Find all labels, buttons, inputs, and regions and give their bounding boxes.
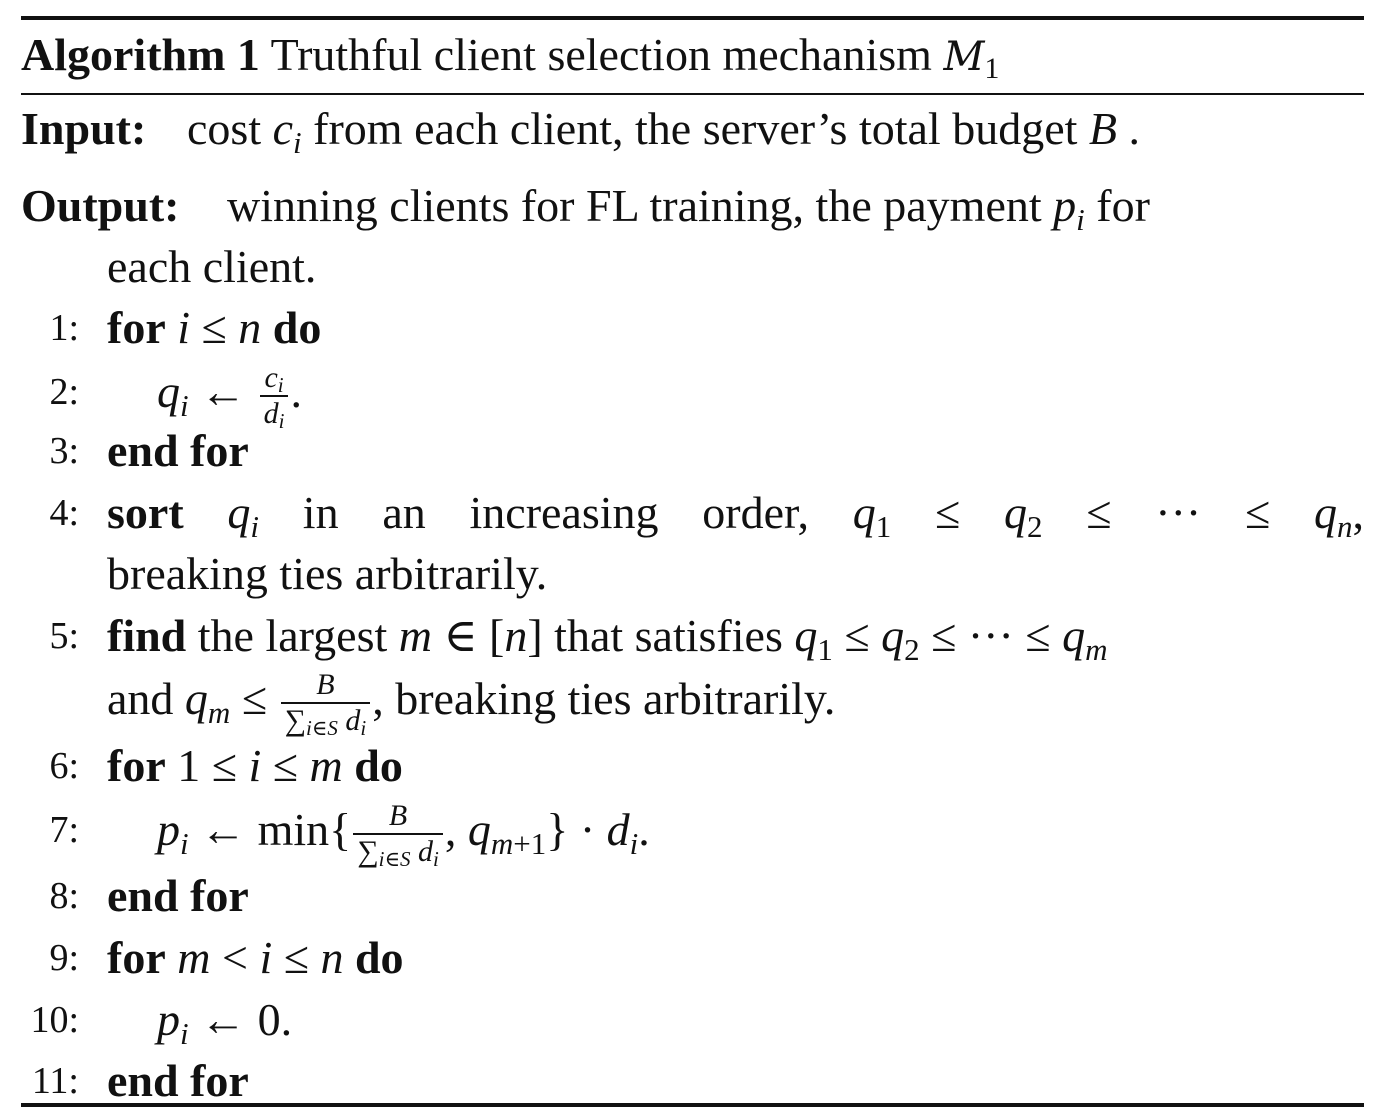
step-9: 9: for m < i ≤ n do: [21, 929, 1364, 987]
step-5-text-cont: and qm ≤ B ∑i∈S di, breaking ties arbitra…: [107, 668, 836, 741]
algorithm-caption: Algorithm 1 Truthful client selection me…: [21, 29, 1000, 85]
step-1-text: for i ≤ n do: [107, 302, 322, 353]
step-5-cont: and qm ≤ B ∑i∈S di, breaking ties arbitra…: [21, 670, 1364, 739]
step-number: 6:: [49, 745, 79, 787]
step-number: 3:: [49, 430, 79, 472]
output-label: Output:: [21, 180, 180, 231]
algorithm-block: Algorithm 1 Truthful client selection me…: [21, 16, 1364, 1108]
step-number: 7:: [49, 809, 79, 851]
step-7: 7: pi ← min{B ∑i∈S di, qm+1} · di.: [21, 801, 1364, 870]
step-3: 3: end for: [21, 422, 1364, 480]
step-4-text-cont: breaking ties arbitrarily.: [107, 548, 548, 599]
output-text-line1: winning clients for FL training, the pay…: [227, 180, 1150, 237]
step-11: 11: end for: [21, 1052, 1364, 1110]
step-11-text: end for: [107, 1055, 249, 1106]
step-4-text: sort qi in an increasing order, q1 ≤ q2 …: [107, 487, 1365, 544]
step-7-text: pi ← min{B ∑i∈S di, qm+1} · di.: [157, 799, 650, 872]
fraction: B ∑i∈S di: [280, 670, 371, 739]
step-number: 1:: [49, 307, 79, 349]
fraction: B ∑i∈S di: [353, 801, 443, 870]
caption-title: Truthful client selection mechanism: [270, 29, 932, 80]
step-2: 2: qi ← ci di.: [21, 363, 1364, 432]
step-6-text: for 1 ≤ i ≤ m do: [107, 740, 403, 791]
step-1: 1: for i ≤ n do: [21, 299, 1364, 357]
step-2-text: qi ← ci di.: [157, 361, 302, 434]
step-4: 4: sort qi in an increasing order, q1 ≤ …: [21, 484, 1364, 542]
step-5-text: find the largest m ∈ [n] that satisfies …: [107, 610, 1108, 667]
step-8: 8: end for: [21, 867, 1364, 925]
input-label: Input:: [21, 103, 147, 154]
step-8-text: end for: [107, 870, 249, 921]
top-rule: [21, 16, 1364, 20]
output-line: Output: winning clients for FL training,…: [21, 177, 1364, 235]
step-3-text: end for: [107, 425, 249, 476]
step-4-cont: breaking ties arbitrarily.: [21, 545, 1364, 603]
fraction: ci di: [259, 363, 289, 432]
step-10-text: pi ← 0.: [157, 994, 293, 1051]
step-number: 4:: [49, 492, 79, 534]
mechanism-subscript: 1: [984, 52, 1000, 85]
step-6: 6: for 1 ≤ i ≤ m do: [21, 737, 1364, 795]
bottom-rule: [21, 1103, 1364, 1107]
step-number: 5:: [49, 615, 79, 657]
step-number: 10:: [30, 999, 79, 1041]
output-text-line2: each client.: [107, 241, 317, 292]
input-text: cost ci from each client, the server’s t…: [187, 103, 1141, 160]
step-10: 10: pi ← 0.: [21, 991, 1364, 1049]
step-5: 5: find the largest m ∈ [n] that satisfi…: [21, 607, 1364, 665]
output-line-cont: each client.: [21, 238, 1364, 296]
caption-rule: [21, 93, 1364, 95]
input-line: Input: cost ci from each client, the ser…: [21, 100, 1364, 158]
step-9-text: for m < i ≤ n do: [107, 932, 404, 983]
step-number: 2:: [49, 371, 79, 413]
mechanism-symbol: M: [943, 34, 985, 80]
step-number: 8:: [49, 875, 79, 917]
step-number: 11:: [31, 1060, 79, 1102]
step-number: 9:: [49, 937, 79, 979]
caption-label: Algorithm 1: [21, 29, 260, 80]
